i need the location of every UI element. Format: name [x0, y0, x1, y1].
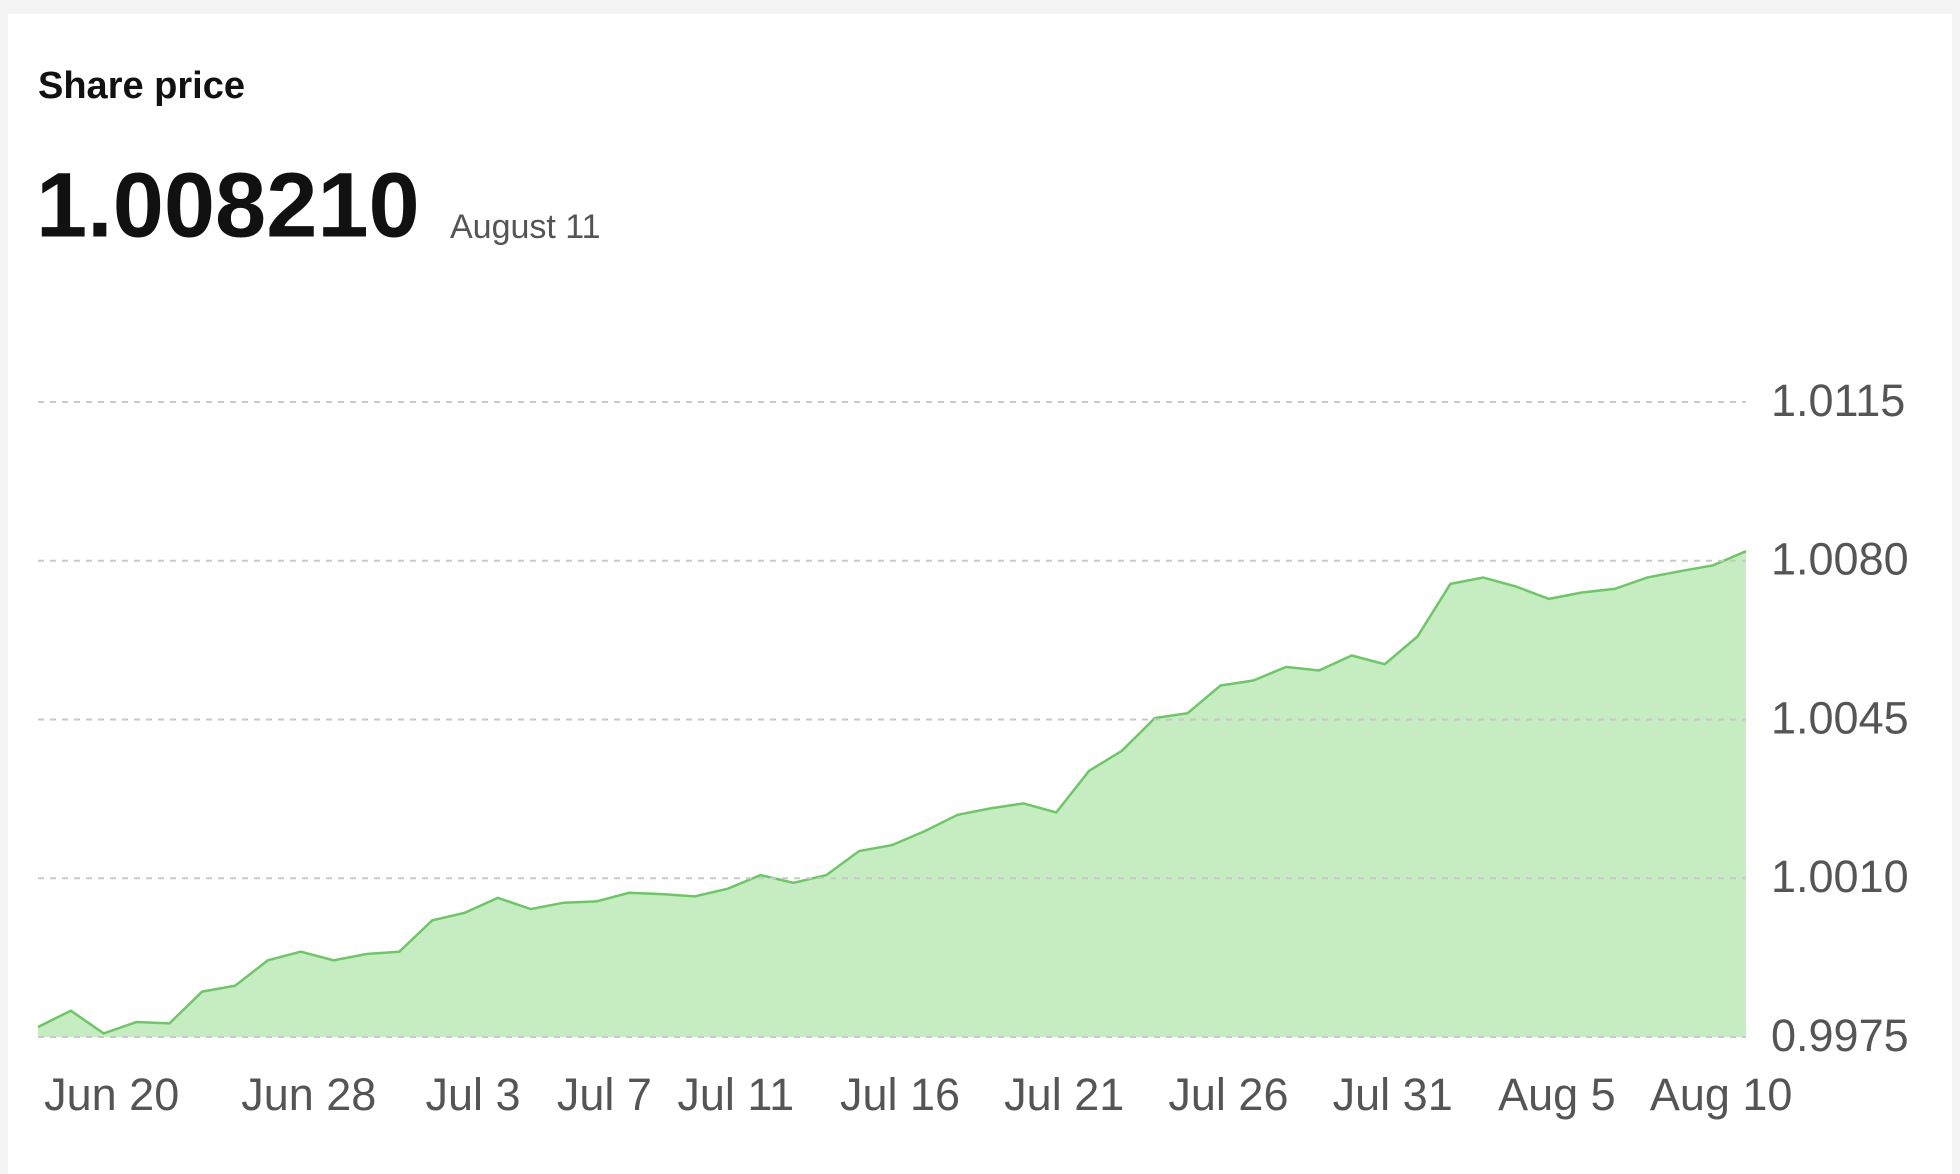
x-tick-label: Jun 28 — [241, 1069, 376, 1120]
x-tick-label: Jul 11 — [677, 1069, 794, 1120]
x-tick-label: Jun 20 — [44, 1069, 179, 1120]
x-tick-label: Jul 3 — [425, 1069, 520, 1120]
x-tick-label: Jul 7 — [557, 1069, 652, 1120]
y-tick-label: 1.0045 — [1771, 692, 1909, 743]
headline-value: 1.008210 — [36, 154, 420, 256]
area-fill — [38, 551, 1746, 1037]
x-tick-label: Aug 10 — [1650, 1069, 1793, 1120]
x-tick-label: Jul 21 — [1004, 1069, 1124, 1120]
price-line — [37, 550, 1747, 1035]
x-tick-label: Aug 5 — [1498, 1069, 1616, 1120]
x-tick-label: Jul 26 — [1168, 1069, 1288, 1120]
chart-title: Share price — [38, 65, 245, 107]
y-tick-label: 1.0010 — [1771, 851, 1909, 902]
y-tick-label: 1.0115 — [1771, 375, 1905, 426]
headline-date: August 11 — [450, 208, 601, 246]
x-tick-label: Jul 16 — [840, 1069, 960, 1120]
y-tick-label: 1.0080 — [1771, 534, 1909, 585]
y-tick-label: 0.9975 — [1771, 1010, 1909, 1061]
x-tick-label: Jul 31 — [1333, 1069, 1453, 1120]
